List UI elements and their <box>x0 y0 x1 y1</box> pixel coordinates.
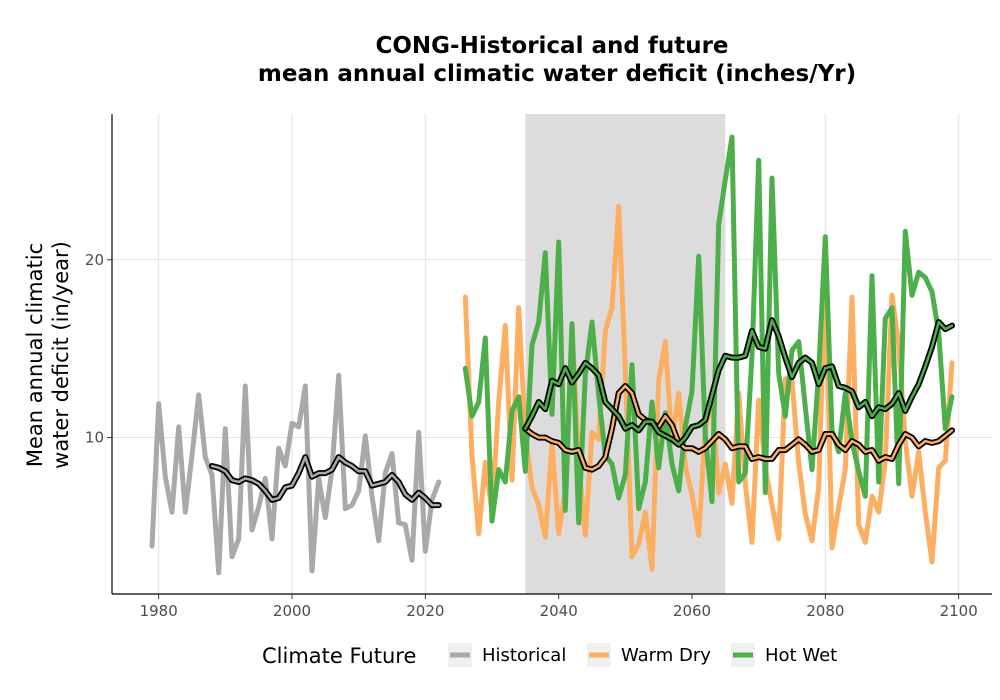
y-axis-tick-labels: 10 20 <box>85 251 104 447</box>
legend-label-warm-dry: Warm Dry <box>621 645 711 666</box>
chart-title-line-2: mean annual climatic water deficit (inch… <box>258 61 856 87</box>
x-tick-label-1980: 1980 <box>140 602 178 620</box>
y-tick-label-10: 10 <box>85 429 104 447</box>
x-tick-label-2040: 2040 <box>540 602 578 620</box>
x-axis-tick-labels: 1980 2000 2020 2040 2060 2080 2100 <box>140 602 978 620</box>
historical-smoothed-outline <box>209 454 442 509</box>
chart-title-line-1: CONG-Historical and future <box>375 33 728 59</box>
series-line-hot-wet <box>462 134 955 526</box>
legend-label-hot-wet: Hot Wet <box>765 645 837 666</box>
x-tick-label-2060: 2060 <box>673 602 711 620</box>
legend-label-historical: Historical <box>482 645 566 666</box>
x-tick-label-2000: 2000 <box>273 602 311 620</box>
x-tick-label-2080: 2080 <box>806 602 844 620</box>
y-axis-label-line-1: Mean annual climatic <box>23 243 47 467</box>
chart-title: CONG-Historical and future mean annual c… <box>258 33 856 87</box>
y-axis-label: Mean annual climatic water deficit (in/y… <box>23 241 73 469</box>
axes <box>107 114 992 599</box>
hot-wet-smoothed-line <box>524 318 954 446</box>
warm-dry-smoothed-line <box>524 384 954 471</box>
y-tick-label-20: 20 <box>85 251 104 269</box>
historical-smoothed-line <box>210 455 440 507</box>
legend: Climate Future Historical Warm Dry Hot Wet <box>262 643 837 668</box>
x-tick-label-2100: 2100 <box>940 602 978 620</box>
legend-title: Climate Future <box>262 644 416 668</box>
y-axis-label-line-2: water deficit (in/year) <box>49 241 73 469</box>
series-line-historical <box>149 372 442 576</box>
series-lines <box>149 134 955 576</box>
x-tick-label-2020: 2020 <box>406 602 444 620</box>
